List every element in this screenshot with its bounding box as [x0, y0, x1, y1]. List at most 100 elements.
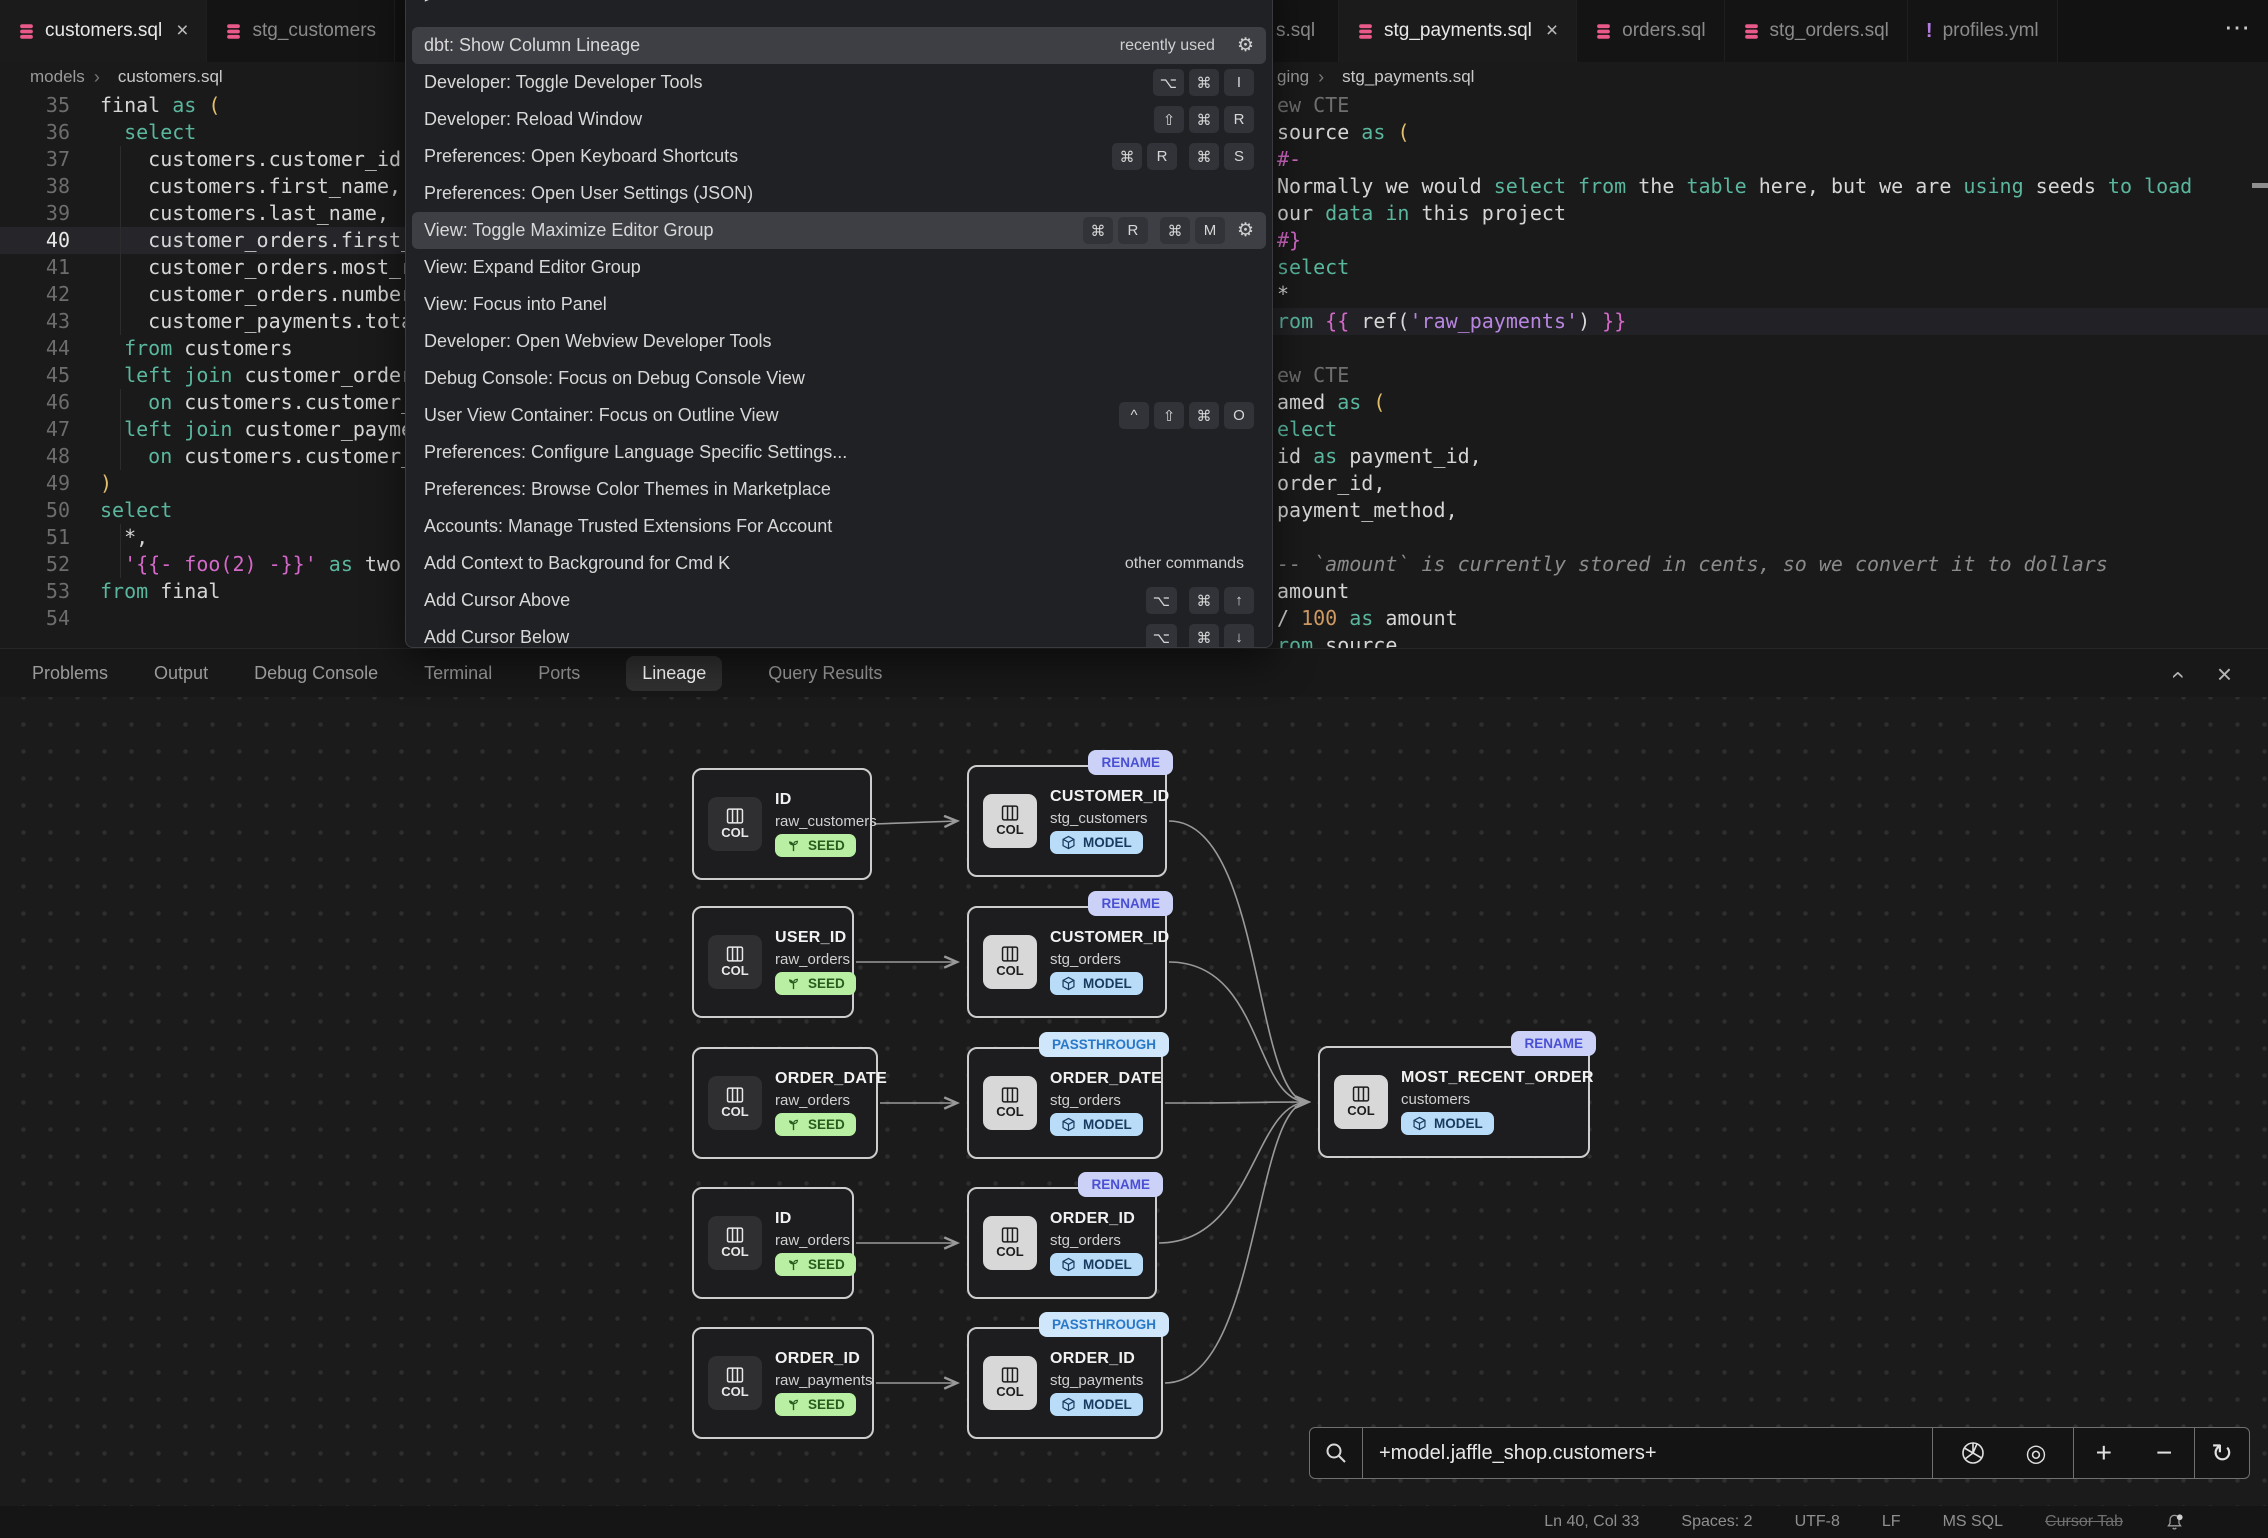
- status-item-spaces-2[interactable]: Spaces: 2: [1681, 1513, 1753, 1530]
- palette-item-add-cursor-above[interactable]: Add Cursor Above ⌥ ⌘ ↑: [412, 582, 1266, 619]
- code-text: on customers.customer_id: [148, 444, 438, 468]
- aperture-icon[interactable]: [1960, 1440, 1986, 1466]
- code-text: from customers: [124, 336, 293, 360]
- gear-icon[interactable]: ⚙: [1236, 35, 1254, 56]
- lineage-node-most_recent_order-customers[interactable]: RENAME COL MOST_RECENT_ORDER customers MODEL: [1318, 1031, 1596, 1158]
- palette-item-label: View: Expand Editor Group: [424, 257, 641, 277]
- code-text: customers.first_name,: [100, 174, 402, 198]
- columns-icon: [1000, 1367, 1020, 1383]
- close-tab-icon[interactable]: ×: [176, 19, 189, 42]
- panel-tab-query-results[interactable]: Query Results: [768, 662, 883, 683]
- chevron-up-icon[interactable]: ›: [2162, 670, 2190, 679]
- badge-label: MODEL: [1083, 835, 1132, 850]
- palette-item-dbt-show-column-lineage[interactable]: dbt: Show Column Lineage recently used ⚙: [412, 27, 1266, 64]
- minus-icon[interactable]: −: [2156, 1437, 2173, 1468]
- lineage-search-input[interactable]: +model.jaffle_shop.customers+: [1379, 1441, 1657, 1464]
- gear-icon[interactable]: ⚙: [1236, 220, 1254, 241]
- panel-tab-output[interactable]: Output: [154, 662, 209, 683]
- column-tile-icon: COL: [983, 1076, 1037, 1130]
- panel-tab-lineage[interactable]: Lineage: [626, 655, 723, 691]
- model-badge: MODEL: [1050, 1113, 1143, 1136]
- lineage-node-order_date-raw_orders[interactable]: COL ORDER_DATE raw_orders SEED: [692, 1047, 887, 1159]
- palette-item-developer-reload-window[interactable]: Developer: Reload Window ⇧ ⌘ R: [412, 101, 1266, 138]
- model-badge: MODEL: [1401, 1112, 1494, 1135]
- tab-label: customers.sql: [45, 20, 163, 41]
- lineage-node-id-raw_customers[interactable]: COL ID raw_customers SEED: [692, 768, 877, 880]
- editor-tab-stg_orders-sql[interactable]: stg_orders.sql: [1724, 0, 1908, 62]
- lineage-node-id-raw_orders[interactable]: COL ID raw_orders SEED: [692, 1187, 856, 1299]
- palette-item-preferences-open-user-settings-json-[interactable]: Preferences: Open User Settings (JSON): [412, 175, 1266, 212]
- lineage-node-user_id-raw_orders[interactable]: COL USER_ID raw_orders SEED: [692, 906, 856, 1018]
- more-actions-button[interactable]: ⋯: [2224, 12, 2252, 42]
- editor-tab-s-sql[interactable]: s.sql: [1272, 0, 1339, 62]
- lineage-node-customer_id-stg_customers[interactable]: RENAME COL CUSTOMER_ID stg_customers MODEL: [967, 750, 1173, 877]
- tab-label: stg_payments.sql: [1384, 20, 1532, 41]
- editor-tab-stg_payments-sql[interactable]: stg_payments.sql ×: [1339, 0, 1578, 62]
- key-chip: ⌘: [1189, 624, 1219, 647]
- node-subtitle: raw_payments: [775, 1372, 873, 1389]
- palette-item-accounts-manage-trusted-extensions-for-a[interactable]: Accounts: Manage Trusted Extensions For …: [412, 508, 1266, 545]
- palette-item-preferences-configure-language-specific-[interactable]: Preferences: Configure Language Specific…: [412, 434, 1266, 471]
- lineage-node-order_id-stg_orders[interactable]: RENAME COL ORDER_ID stg_orders MODEL: [967, 1172, 1163, 1299]
- palette-item-view-toggle-maximize-editor-group[interactable]: View: Toggle Maximize Editor Group ⌘ R ⌘ M ⚙: [412, 212, 1266, 249]
- breadcrumb-file[interactable]: stg_payments.sql: [1342, 67, 1475, 86]
- editor-tab-orders-sql[interactable]: orders.sql: [1577, 0, 1725, 62]
- status-item-cursor-tab[interactable]: Cursor Tab: [2045, 1513, 2123, 1530]
- code-line: 43 customer_payments.total_: [0, 308, 1272, 335]
- panel-tab-ports[interactable]: Ports: [538, 662, 581, 683]
- editor-tab-customers-sql[interactable]: customers.sql ×: [0, 0, 208, 62]
- palette-item-debug-console-focus-on-debug-console-vie[interactable]: Debug Console: Focus on Debug Console Vi…: [412, 360, 1266, 397]
- palette-item-preferences-open-keyboard-shortcuts[interactable]: Preferences: Open Keyboard Shortcuts ⌘ R ⌘ S: [412, 138, 1266, 175]
- column-tile-label: COL: [996, 1384, 1024, 1399]
- lineage-node-order_id-raw_payments[interactable]: COL ORDER_ID raw_payments SEED: [692, 1327, 874, 1439]
- code-text: *,: [100, 525, 149, 549]
- palette-item-view-expand-editor-group[interactable]: View: Expand Editor Group: [412, 249, 1266, 286]
- editor-tab-profiles-yml[interactable]: ! profiles.yml: [1907, 0, 2058, 62]
- panel-tab-terminal[interactable]: Terminal: [424, 662, 493, 683]
- breadcrumb-folder[interactable]: ging: [1277, 67, 1310, 86]
- shortcut-keys: ⌥: [1145, 587, 1177, 614]
- editor-right[interactable]: ew CTE source as (#- Normally we would sel…: [1272, 92, 2268, 659]
- breadcrumb-file[interactable]: customers.sql: [117, 67, 223, 86]
- command-palette-input[interactable]: >: [406, 0, 1272, 23]
- panel-tab-problems[interactable]: Problems: [32, 662, 109, 683]
- palette-item-view-focus-into-panel[interactable]: View: Focus into Panel: [412, 286, 1266, 323]
- palette-item-preferences-browse-color-themes-in-marke[interactable]: Preferences: Browse Color Themes in Mark…: [412, 471, 1266, 508]
- line-number: 53: [45, 579, 70, 603]
- breadcrumb-folder[interactable]: models: [30, 67, 85, 86]
- breadcrumb-left[interactable]: models › customers.sql: [30, 62, 223, 92]
- palette-item-developer-toggle-developer-tools[interactable]: Developer: Toggle Developer Tools ⌥ ⌘ I: [412, 64, 1266, 101]
- refresh-icon[interactable]: ↻: [2194, 1428, 2249, 1478]
- line-number: 50: [45, 498, 70, 522]
- status-item-ms-sql[interactable]: MS SQL: [1942, 1513, 2004, 1530]
- code-line: 39 customers.last_name,: [0, 200, 1272, 227]
- key-chip: ⌥: [1145, 624, 1177, 647]
- palette-item-developer-open-webview-developer-tools[interactable]: Developer: Open Webview Developer Tools: [412, 323, 1266, 360]
- palette-item-user-view-container-focus-on-outline-vie[interactable]: User View Container: Focus on Outline Vi…: [412, 397, 1266, 434]
- status-item-utf-8[interactable]: UTF-8: [1794, 1513, 1840, 1530]
- editor-tab-stg_customers[interactable]: stg_customers: [207, 0, 396, 62]
- close-icon[interactable]: ×: [2216, 659, 2232, 689]
- status-item-lf[interactable]: LF: [1881, 1513, 1901, 1530]
- bell-icon[interactable]: [2165, 1513, 2184, 1532]
- breadcrumb-right[interactable]: ging › stg_payments.sql: [1277, 62, 1474, 92]
- node-info: ORDER_ID stg_orders MODEL: [1050, 1210, 1143, 1276]
- command-palette: > dbt: Show Column Lineage recently used ⚙…: [405, 0, 1273, 648]
- plus-icon[interactable]: +: [2095, 1437, 2112, 1468]
- key-chip: ^: [1119, 402, 1149, 429]
- palette-item-add-cursor-below[interactable]: Add Cursor Below ⌥ ⌘ ↓: [412, 619, 1266, 647]
- close-tab-icon[interactable]: ×: [1545, 19, 1559, 42]
- eye-icon[interactable]: ◎: [2025, 1439, 2047, 1467]
- code-line: ew CTE: [1277, 93, 1350, 117]
- lineage-node-order_id-stg_payments[interactable]: PASSTHROUGH COL ORDER_ID stg_payments MODEL: [967, 1312, 1169, 1439]
- model-badge: MODEL: [1050, 972, 1143, 995]
- line-number: 52: [45, 552, 70, 576]
- node-subtitle: customers: [1401, 1091, 1471, 1108]
- code-line: select: [1277, 255, 1350, 279]
- lineage-node-order_date-stg_orders[interactable]: PASSTHROUGH COL ORDER_DATE stg_orders MODEL: [967, 1032, 1169, 1159]
- status-item-ln-40-col-33[interactable]: Ln 40, Col 33: [1544, 1513, 1640, 1530]
- lineage-node-customer_id-stg_orders[interactable]: RENAME COL CUSTOMER_ID stg_orders MODEL: [967, 891, 1173, 1018]
- code-line: -- `amount` is currently stored in cents…: [1277, 552, 2108, 576]
- panel-tab-debug-console[interactable]: Debug Console: [254, 662, 379, 683]
- palette-item-add-context-to-background-for-cmd-k[interactable]: Add Context to Background for Cmd K other…: [412, 545, 1266, 582]
